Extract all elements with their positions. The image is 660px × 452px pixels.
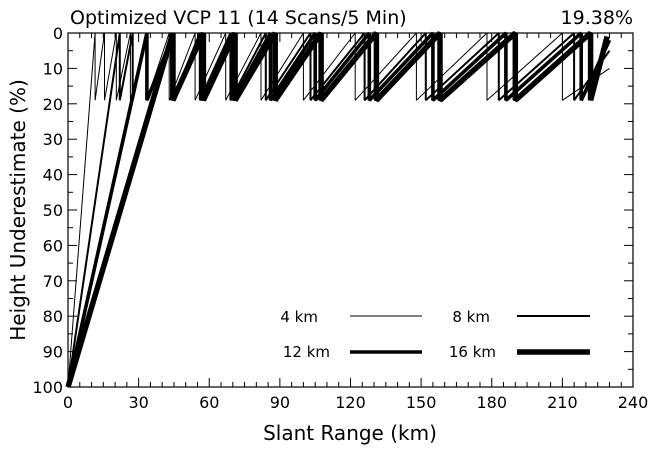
x-tick-label: 240 — [618, 393, 649, 412]
y-tick-label: 90 — [43, 343, 63, 362]
x-tick-label: 150 — [406, 393, 437, 412]
y-tick-label: 20 — [43, 95, 63, 114]
x-tick-label: 30 — [128, 393, 148, 412]
y-tick-label: 50 — [43, 201, 63, 220]
x-tick-label: 0 — [63, 393, 73, 412]
legend-label: 8 km — [452, 308, 490, 326]
y-tick-label: 0 — [53, 24, 63, 43]
y-tick-label: 100 — [32, 378, 63, 397]
x-tick-label: 60 — [199, 393, 219, 412]
legend-label: 12 km — [283, 343, 330, 361]
y-tick-label: 10 — [43, 59, 63, 78]
y-tick-label: 60 — [43, 236, 63, 255]
chart-corner-label: 19.38% — [561, 7, 633, 29]
series-line — [65, 30, 610, 388]
y-tick-label: 40 — [43, 166, 63, 185]
y-tick-label: 80 — [43, 307, 63, 326]
legend-label: 16 km — [449, 343, 496, 361]
series-lines — [65, 30, 612, 388]
y-tick-label: 30 — [43, 130, 63, 149]
legend-label: 4 km — [280, 308, 318, 326]
x-tick-label: 120 — [335, 393, 366, 412]
y-axis-label: Height Underestimate (%) — [6, 79, 30, 341]
chart-title: Optimized VCP 11 (14 Scans/5 Min) — [70, 7, 407, 29]
series-line — [67, 32, 610, 388]
legend: 4 km 8 km 12 km 16 km — [280, 308, 590, 361]
x-tick-label: 210 — [547, 393, 578, 412]
axis-ticks: 0 30 60 90 120 150 180 210 240 0 10 20 30 40 50 60 70 80 9… — [32, 24, 648, 412]
x-axis-label: Slant Range (km) — [263, 421, 437, 445]
x-tick-label: 90 — [270, 393, 290, 412]
x-tick-label: 180 — [476, 393, 507, 412]
y-tick-label: 70 — [43, 272, 63, 291]
